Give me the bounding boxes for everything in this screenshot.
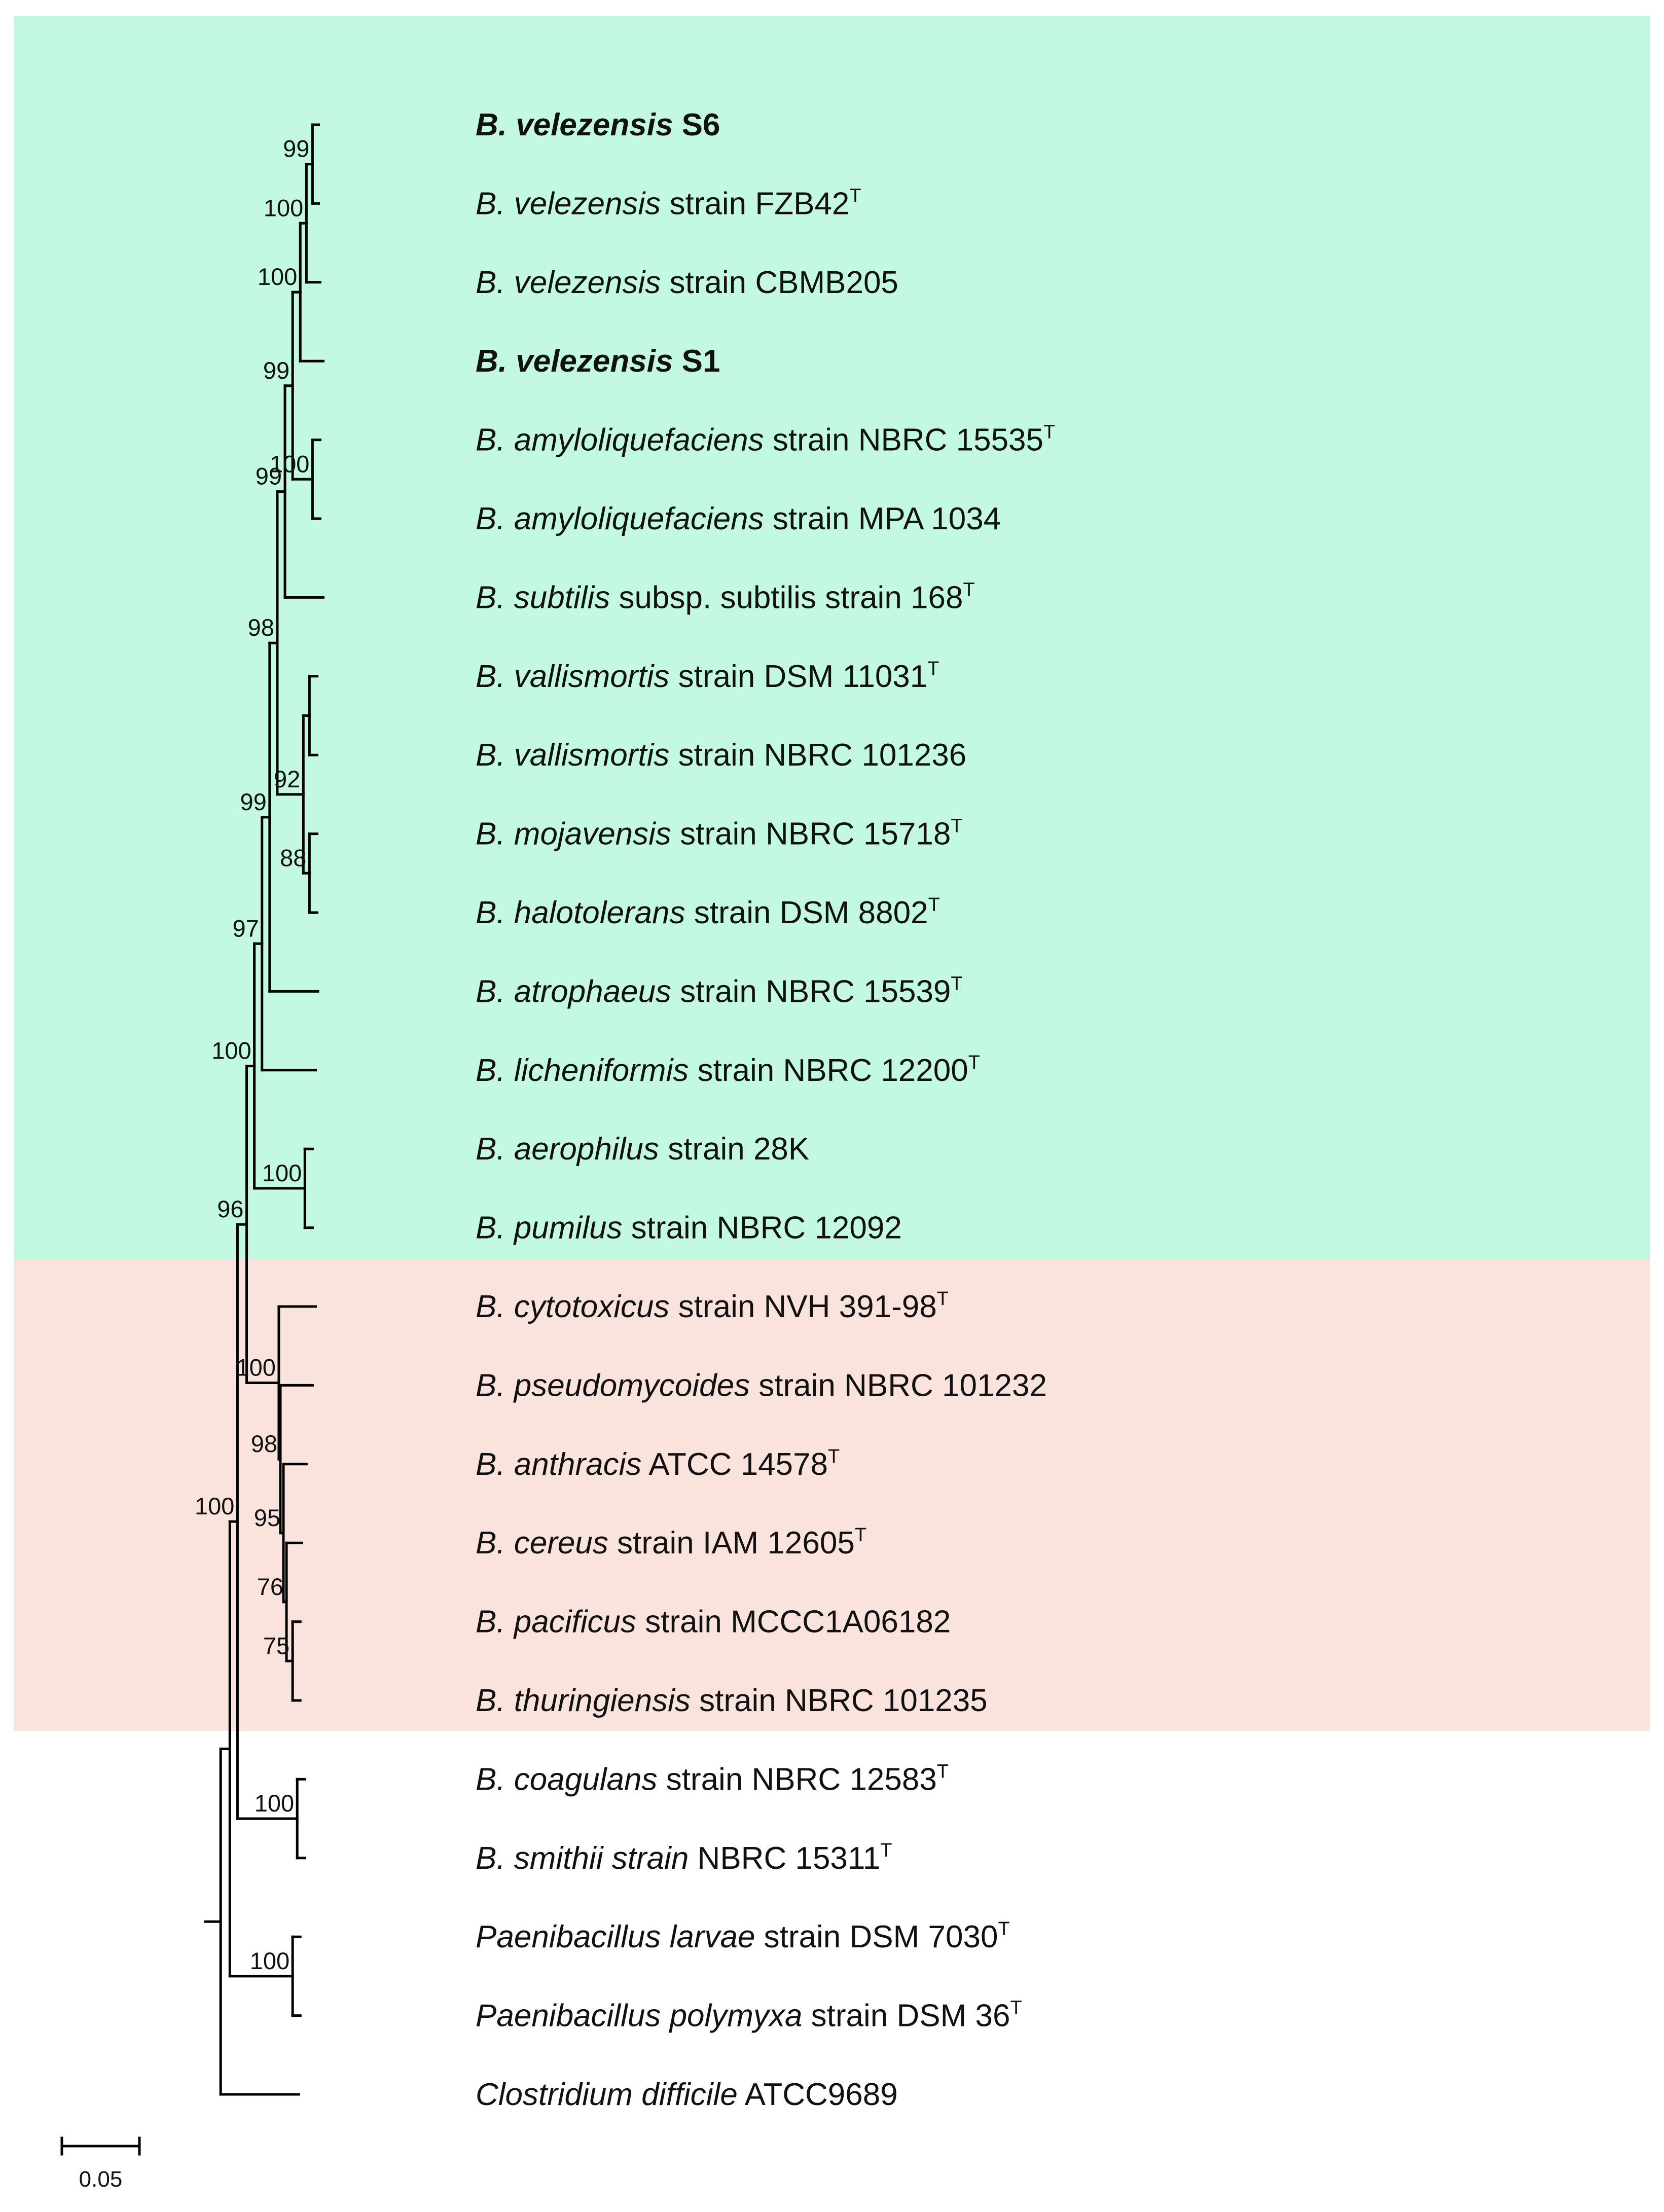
bootstrap-n_98b: 98 [251,1430,277,1457]
bootstrap-n_B: 100 [211,1037,251,1064]
taxon-label-t8: B. vallismortis strain DSM 11031T [476,658,939,694]
taxon-label-t6: B. amyloliquefaciens strain MPA 1034 [476,501,1001,536]
bootstrap-n_100e: 100 [236,1354,276,1381]
red-clade-background [14,1259,1650,1731]
taxon-label-t22: B. coagulans strain NBRC 12583T [476,1761,949,1797]
bootstrap-n_99d: 99 [283,135,309,162]
taxon-label-t23: B. smithii strain NBRC 15311T [476,1840,892,1876]
green-clade-background [14,16,1650,1259]
bootstrap-n_92: 92 [274,766,300,792]
taxon-label-t10: B. mojavensis strain NBRC 15718T [476,816,963,852]
bootstrap-n_big: 96 [217,1195,243,1222]
taxon-label-t1: B. velezensis S6 [476,107,720,142]
taxon-label-t13: B. licheniformis strain NBRC 12200T [476,1052,980,1088]
bootstrap-n_100f: 100 [255,1790,294,1817]
scale-bar-label: 0.05 [79,2167,123,2192]
bootstrap-n_75: 75 [263,1632,290,1659]
taxon-label-t9: B. vallismortis strain NBRC 101236 [476,738,966,773]
taxon-label-t16: B. cytotoxicus strain NVH 391-98T [476,1288,949,1324]
bootstrap-n_100g: 100 [250,1947,290,1974]
bootstrap-n_99c: 99 [263,357,290,384]
scale-bar: 0.05 [60,2136,141,2192]
bootstrap-labels: 1009610097999899991001009910092881001009… [195,135,309,1974]
bootstrap-n_bac: 100 [195,1493,234,1519]
taxon-label-t18: B. anthracis ATCC 14578T [476,1446,840,1482]
taxon-label-t5: B. amyloliquefaciens strain NBRC 15535T [476,422,1055,458]
bootstrap-n_99b: 99 [256,463,282,490]
taxon-label-t11: B. halotolerans strain DSM 8802T [476,894,940,930]
taxon-label-t17: B. pseudomycoides strain NBRC 101232 [476,1368,1047,1403]
taxon-label-t26: Clostridium difficile ATCC9689 [476,2077,898,2112]
bootstrap-n_97: 97 [232,915,259,941]
bootstrap-n_100c: 100 [270,450,309,477]
bootstrap-n_98a: 98 [248,614,274,641]
taxon-label-t4: B. velezensis S1 [476,344,720,379]
taxon-label-t20: B. pacificus strain MCCC1A06182 [476,1605,951,1640]
taxon-label-t12: B. atrophaeus strain NBRC 15539T [476,973,963,1009]
bootstrap-n_100b: 100 [264,194,303,221]
tree-branches [204,123,325,2096]
bootstrap-n_100a: 100 [258,263,297,290]
taxon-label-t15: B. pumilus strain NBRC 12092 [476,1211,902,1246]
taxon-label-t21: B. thuringiensis strain NBRC 101235 [476,1683,988,1718]
bootstrap-n_100d: 100 [262,1159,302,1186]
taxon-labels: B. velezensis S6 B. velezensis strain FZB… [476,107,1055,2112]
bootstrap-n_88: 88 [280,844,306,871]
taxon-label-t7: B. subtilis subsp. subtilis strain 168T [476,579,975,615]
taxon-label-t19: B. cereus strain IAM 12605T [476,1525,866,1561]
taxon-label-t3: B. velezensis strain CBMB205 [476,265,898,300]
taxon-label-t2: B. velezensis strain FZB42T [476,185,861,221]
bootstrap-n_76: 76 [257,1573,283,1600]
bootstrap-n_95: 95 [254,1504,280,1531]
taxon-label-t14: B. aerophilus strain 28K [476,1132,809,1167]
taxon-label-t24: Paenibacillus larvae strain DSM 7030T [476,1918,1010,1954]
taxon-label-t25: Paenibacillus polymyxa strain DSM 36T [476,1998,1022,2034]
bootstrap-n_99a: 99 [240,788,267,815]
